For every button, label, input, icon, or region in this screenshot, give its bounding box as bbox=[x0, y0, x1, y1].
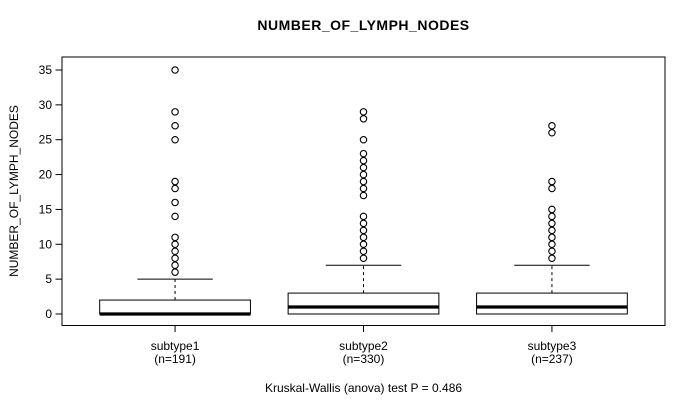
outlier-point bbox=[359, 212, 368, 221]
outlier-point bbox=[548, 177, 556, 186]
outlier-point bbox=[171, 66, 179, 74]
y-tick-label: 35 bbox=[39, 63, 53, 77]
outlier-point bbox=[548, 219, 556, 228]
outlier-point bbox=[171, 233, 179, 242]
outlier-point bbox=[548, 240, 556, 249]
outlier-point bbox=[171, 108, 179, 116]
outlier-point bbox=[548, 205, 556, 214]
outlier-point bbox=[359, 219, 368, 228]
outlier-point bbox=[548, 122, 556, 130]
outlier-point bbox=[171, 177, 179, 186]
outlier-point bbox=[548, 128, 556, 137]
x-group-label: subtype2 bbox=[339, 339, 388, 353]
outlier-point bbox=[548, 233, 556, 242]
x-group-label: subtype1 bbox=[151, 339, 200, 353]
outlier-point bbox=[171, 268, 179, 276]
y-tick-label: 5 bbox=[45, 272, 52, 286]
outlier-point bbox=[171, 135, 179, 144]
y-tick-label: 30 bbox=[39, 98, 53, 112]
outlier-point bbox=[359, 184, 368, 193]
x-group-label: subtype3 bbox=[528, 339, 577, 353]
outlier-point bbox=[359, 135, 368, 144]
outlier-point bbox=[359, 254, 368, 262]
chart-title: NUMBER_OF_LYMPH_NODES bbox=[257, 17, 470, 33]
outlier-point bbox=[171, 247, 179, 256]
outlier-point bbox=[359, 226, 368, 235]
outlier-point bbox=[359, 233, 368, 242]
x-group-sublabel: (n=237) bbox=[531, 352, 573, 366]
outlier-point bbox=[359, 149, 368, 158]
iqr-box bbox=[287, 292, 440, 315]
outlier-point bbox=[359, 247, 368, 256]
outlier-point bbox=[171, 254, 179, 262]
iqr-box bbox=[99, 299, 251, 315]
outlier-point bbox=[171, 212, 179, 221]
outlier-point bbox=[171, 122, 179, 130]
y-tick-label: 0 bbox=[45, 307, 52, 321]
outlier-point bbox=[548, 247, 556, 256]
outlier-point bbox=[359, 170, 368, 179]
x-group-sublabel: (n=191) bbox=[154, 352, 196, 366]
y-tick-label: 20 bbox=[39, 168, 53, 182]
outlier-point bbox=[171, 184, 179, 193]
iqr-box bbox=[476, 292, 628, 315]
outlier-point bbox=[359, 115, 368, 123]
y-tick-label: 25 bbox=[39, 133, 53, 147]
outlier-point bbox=[171, 240, 179, 249]
outlier-point bbox=[548, 254, 556, 262]
outlier-point bbox=[171, 198, 179, 207]
outlier-point bbox=[359, 191, 368, 200]
stats-caption: Kruskal-Wallis (anova) test P = 0.486 bbox=[264, 381, 463, 395]
outlier-point bbox=[359, 177, 368, 186]
outlier-point bbox=[171, 261, 179, 269]
outlier-point bbox=[359, 156, 368, 165]
outlier-point bbox=[548, 226, 556, 235]
outlier-point bbox=[548, 212, 556, 221]
outlier-point bbox=[359, 108, 368, 116]
outlier-point bbox=[359, 240, 368, 249]
x-group-sublabel: (n=330) bbox=[343, 352, 385, 366]
y-tick-label: 10 bbox=[39, 237, 53, 251]
outlier-point bbox=[359, 163, 368, 172]
outlier-point bbox=[548, 184, 556, 193]
y-tick-label: 15 bbox=[39, 202, 53, 216]
